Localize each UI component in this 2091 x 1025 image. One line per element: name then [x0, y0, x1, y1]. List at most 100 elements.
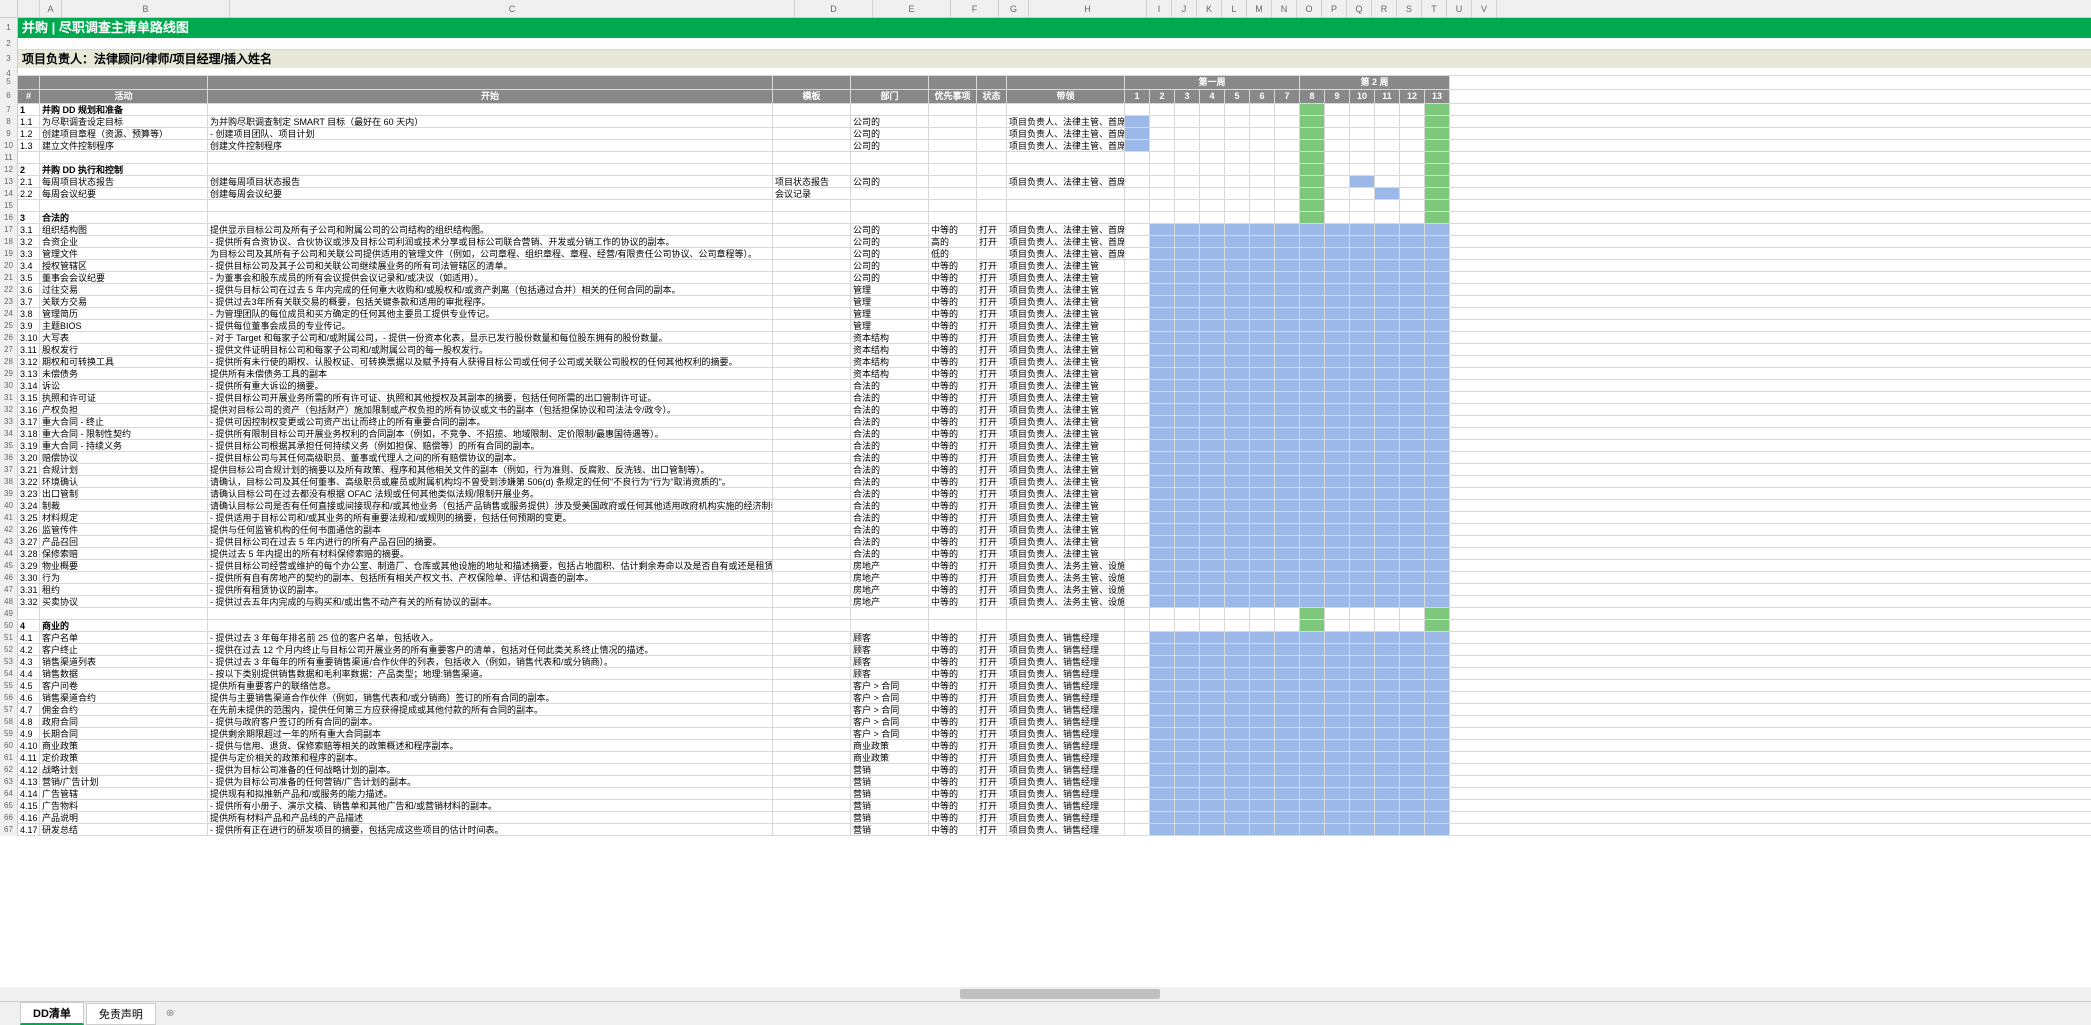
- gantt-cell[interactable]: [1275, 524, 1300, 535]
- gantt-cell[interactable]: [1400, 728, 1425, 739]
- gantt-cell[interactable]: [1400, 116, 1425, 127]
- gantt-cell[interactable]: [1125, 800, 1150, 811]
- gantt-cell[interactable]: [1225, 620, 1250, 631]
- gantt-cell[interactable]: [1225, 680, 1250, 691]
- gantt-cell[interactable]: [1300, 824, 1325, 835]
- data-row[interactable]: 2.2每周会议纪要创建每周会议纪要会议记录: [18, 188, 2091, 200]
- data-row[interactable]: 3.29物业概要- 提供目标公司经营或维护的每个办公室、制造厂、仓库或其他设施的…: [18, 560, 2091, 572]
- data-row[interactable]: 4.12战略计划- 提供为目标公司准备的任何战略计划的副本。营销中等的打开项目负…: [18, 764, 2091, 776]
- gantt-cell[interactable]: [1275, 368, 1300, 379]
- gantt-cell[interactable]: [1425, 356, 1450, 367]
- gantt-cell[interactable]: [1425, 380, 1450, 391]
- gantt-cell[interactable]: [1275, 296, 1300, 307]
- gantt-cell[interactable]: [1275, 824, 1300, 835]
- data-row[interactable]: 4.6销售渠道合约提供与主要销售渠道合作伙伴（例如，销售代表和/或分销商）签订的…: [18, 692, 2091, 704]
- data-row[interactable]: 2.1每周项目状态报告创建每周项目状态报告项目状态报告公司的项目负责人、法律主管…: [18, 176, 2091, 188]
- gantt-cell[interactable]: [1400, 392, 1425, 403]
- gantt-cell[interactable]: [1225, 308, 1250, 319]
- gantt-cell[interactable]: [1425, 776, 1450, 787]
- gantt-cell[interactable]: [1250, 212, 1275, 223]
- gantt-cell[interactable]: [1150, 692, 1175, 703]
- data-row[interactable]: 4.8政府合同- 提供与政府客户签订的所有合同的副本。客户 > 合同中等的打开项…: [18, 716, 2091, 728]
- gantt-cell[interactable]: [1225, 812, 1250, 823]
- gantt-cell[interactable]: [1350, 692, 1375, 703]
- gantt-cell[interactable]: [1125, 476, 1150, 487]
- gantt-cell[interactable]: [1125, 692, 1150, 703]
- gantt-cell[interactable]: [1150, 332, 1175, 343]
- gantt-cell[interactable]: [1250, 716, 1275, 727]
- gantt-cell[interactable]: [1300, 716, 1325, 727]
- gantt-cell[interactable]: [1425, 620, 1450, 631]
- gantt-cell[interactable]: [1200, 344, 1225, 355]
- gantt-cell[interactable]: [1225, 236, 1250, 247]
- gantt-cell[interactable]: [1325, 320, 1350, 331]
- gantt-cell[interactable]: [1150, 752, 1175, 763]
- gantt-cell[interactable]: [1350, 140, 1375, 151]
- gantt-cell[interactable]: [1425, 104, 1450, 115]
- gantt-cell[interactable]: [1300, 236, 1325, 247]
- gantt-cell[interactable]: [1150, 608, 1175, 619]
- gantt-cell[interactable]: [1300, 536, 1325, 547]
- gantt-cell[interactable]: [1225, 284, 1250, 295]
- gantt-cell[interactable]: [1275, 260, 1300, 271]
- data-row[interactable]: 3.28保修索赔提供过去 5 年内提出的所有材料保修索赔的摘要。合法的中等的打开…: [18, 548, 2091, 560]
- gantt-cell[interactable]: [1275, 164, 1300, 175]
- gantt-cell[interactable]: [1400, 584, 1425, 595]
- gantt-cell[interactable]: [1350, 236, 1375, 247]
- gantt-cell[interactable]: [1275, 392, 1300, 403]
- gantt-cell[interactable]: [1175, 128, 1200, 139]
- gantt-cell[interactable]: [1250, 332, 1275, 343]
- gantt-cell[interactable]: [1250, 812, 1275, 823]
- gantt-cell[interactable]: [1350, 800, 1375, 811]
- gantt-cell[interactable]: [1250, 380, 1275, 391]
- gantt-cell[interactable]: [1150, 596, 1175, 607]
- gantt-cell[interactable]: [1400, 812, 1425, 823]
- gantt-cell[interactable]: [1325, 728, 1350, 739]
- gantt-cell[interactable]: [1300, 740, 1325, 751]
- gantt-cell[interactable]: [1425, 176, 1450, 187]
- gantt-cell[interactable]: [1375, 584, 1400, 595]
- gantt-cell[interactable]: [1275, 284, 1300, 295]
- gantt-cell[interactable]: [1350, 608, 1375, 619]
- gantt-cell[interactable]: [1325, 212, 1350, 223]
- data-row[interactable]: 2并购 DD 执行和控制: [18, 164, 2091, 176]
- gantt-cell[interactable]: [1175, 608, 1200, 619]
- gantt-cell[interactable]: [1375, 560, 1400, 571]
- data-row[interactable]: 4.4销售数据- 按以下类别提供销售数据和毛利率数据：产品类型；地理:销售渠道。…: [18, 668, 2091, 680]
- gantt-cell[interactable]: [1250, 368, 1275, 379]
- gantt-cell[interactable]: [1350, 572, 1375, 583]
- gantt-cell[interactable]: [1225, 428, 1250, 439]
- gantt-cell[interactable]: [1125, 320, 1150, 331]
- gantt-cell[interactable]: [1150, 668, 1175, 679]
- gantt-cell[interactable]: [1175, 800, 1200, 811]
- gantt-cell[interactable]: [1375, 668, 1400, 679]
- gantt-cell[interactable]: [1300, 308, 1325, 319]
- gantt-cell[interactable]: [1125, 788, 1150, 799]
- gantt-cell[interactable]: [1375, 644, 1400, 655]
- gantt-cell[interactable]: [1175, 428, 1200, 439]
- gantt-cell[interactable]: [1325, 812, 1350, 823]
- gantt-cell[interactable]: [1200, 740, 1225, 751]
- gantt-cell[interactable]: [1425, 332, 1450, 343]
- gantt-cell[interactable]: [1175, 752, 1200, 763]
- gantt-cell[interactable]: [1275, 104, 1300, 115]
- gantt-cell[interactable]: [1250, 632, 1275, 643]
- gantt-cell[interactable]: [1400, 260, 1425, 271]
- gantt-cell[interactable]: [1425, 440, 1450, 451]
- gantt-cell[interactable]: [1425, 188, 1450, 199]
- gantt-cell[interactable]: [1150, 272, 1175, 283]
- gantt-cell[interactable]: [1125, 332, 1150, 343]
- gantt-cell[interactable]: [1425, 464, 1450, 475]
- gantt-cell[interactable]: [1425, 320, 1450, 331]
- gantt-cell[interactable]: [1300, 152, 1325, 163]
- gantt-cell[interactable]: [1350, 284, 1375, 295]
- gantt-cell[interactable]: [1225, 224, 1250, 235]
- gantt-cell[interactable]: [1200, 296, 1225, 307]
- gantt-cell[interactable]: [1275, 200, 1300, 211]
- gantt-cell[interactable]: [1125, 188, 1150, 199]
- gantt-cell[interactable]: [1400, 128, 1425, 139]
- gantt-cell[interactable]: [1125, 728, 1150, 739]
- data-row[interactable]: 3.7关联方交易- 提供过去3年所有关联交易的概要，包括关键条款和适用的审批程序…: [18, 296, 2091, 308]
- gantt-cell[interactable]: [1375, 224, 1400, 235]
- gantt-cell[interactable]: [1125, 152, 1150, 163]
